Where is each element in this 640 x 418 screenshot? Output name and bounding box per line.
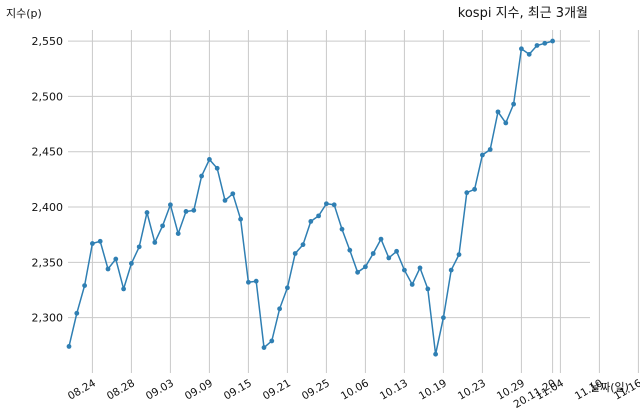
data-point <box>121 286 126 292</box>
data-point <box>339 226 345 232</box>
data-point <box>456 252 462 258</box>
x-tick-label: 10.13 <box>378 377 410 402</box>
x-tick-label: 09.21 <box>261 377 293 402</box>
data-point <box>105 266 111 272</box>
data-point <box>472 186 477 192</box>
data-point <box>253 278 259 284</box>
data-point <box>363 264 368 270</box>
data-point <box>526 51 532 57</box>
data-point <box>246 279 251 285</box>
y-tick-label: 2,500 <box>32 90 64 103</box>
x-tick-label: 09.25 <box>300 377 332 402</box>
data-point <box>347 247 353 253</box>
data-point <box>448 267 454 273</box>
data-point <box>82 283 87 288</box>
data-point <box>300 242 306 248</box>
data-point <box>168 202 173 208</box>
data-point <box>66 344 72 349</box>
x-tick-label: 10.19 <box>417 377 449 402</box>
y-tick-label: 2,350 <box>32 256 64 269</box>
grid <box>68 30 639 373</box>
data-point <box>308 219 314 224</box>
data-point <box>261 345 267 350</box>
data-point <box>355 269 360 275</box>
y-tick-label: 2,400 <box>32 201 64 214</box>
data-point <box>285 285 290 291</box>
x-tick-label: 08.24 <box>66 377 98 403</box>
y-tick-label: 2,450 <box>32 146 64 159</box>
data-point <box>144 210 150 215</box>
data-point <box>464 190 470 196</box>
x-tick-label: 09.15 <box>222 377 254 402</box>
y-tick-label: 2,300 <box>32 312 64 325</box>
x-tick-label: 09.03 <box>144 377 176 402</box>
data-point <box>191 207 197 213</box>
data-point <box>378 236 384 242</box>
data-point <box>175 231 181 236</box>
data-point <box>136 244 142 250</box>
data-point <box>316 213 321 219</box>
data-point <box>433 351 438 357</box>
data-point <box>97 238 103 244</box>
data-point <box>152 240 158 245</box>
chart-title: kospi 지수, 최근 3개월 <box>458 6 588 21</box>
data-point <box>519 46 524 52</box>
y-tick-label: 2,550 <box>32 35 64 48</box>
data-point <box>495 109 501 115</box>
data-point <box>417 265 423 271</box>
y-axis-label: 지수(p) <box>6 7 42 20</box>
data-point <box>480 152 485 158</box>
data-point <box>160 223 166 229</box>
data-point <box>207 157 212 162</box>
data-point <box>269 338 275 344</box>
x-tick-label: 08.28 <box>105 377 137 402</box>
data-point <box>386 255 392 261</box>
data-point <box>292 251 298 256</box>
data-point <box>503 120 509 126</box>
data-point <box>331 202 337 208</box>
data-point <box>113 256 119 262</box>
data-point <box>183 209 189 214</box>
data-point <box>214 165 220 171</box>
x-axis-label: 날짜(일) <box>590 380 629 394</box>
data-point <box>550 38 555 44</box>
data-point <box>277 306 282 312</box>
data-point <box>90 241 95 246</box>
data-point <box>230 191 236 197</box>
data-point <box>534 43 540 48</box>
data-point <box>511 101 516 107</box>
x-tick-label: 10.23 <box>456 377 488 402</box>
data-point <box>409 282 415 287</box>
data-point <box>199 173 205 179</box>
data-point <box>222 197 228 203</box>
data-point <box>542 40 548 46</box>
data-point <box>394 248 399 254</box>
data-point <box>425 286 431 292</box>
data-point <box>487 147 493 152</box>
series-line <box>68 40 553 355</box>
data-point <box>402 267 407 273</box>
data-points <box>66 38 555 357</box>
x-tick-label: 10.06 <box>339 377 371 403</box>
data-point <box>74 310 80 316</box>
x-tick-label: 09.09 <box>183 377 215 402</box>
x-axis: 08.24 08.28 09.03 09.09 09.15 09.21 09.25 10.06… <box>66 377 640 411</box>
data-point <box>441 315 446 321</box>
data-point <box>370 251 376 256</box>
data-point <box>238 216 244 222</box>
data-point <box>324 201 329 207</box>
data-point <box>129 261 134 266</box>
y-axis: 2,300 2,350 2,400 2,450 2,500 2,550 <box>32 35 64 325</box>
